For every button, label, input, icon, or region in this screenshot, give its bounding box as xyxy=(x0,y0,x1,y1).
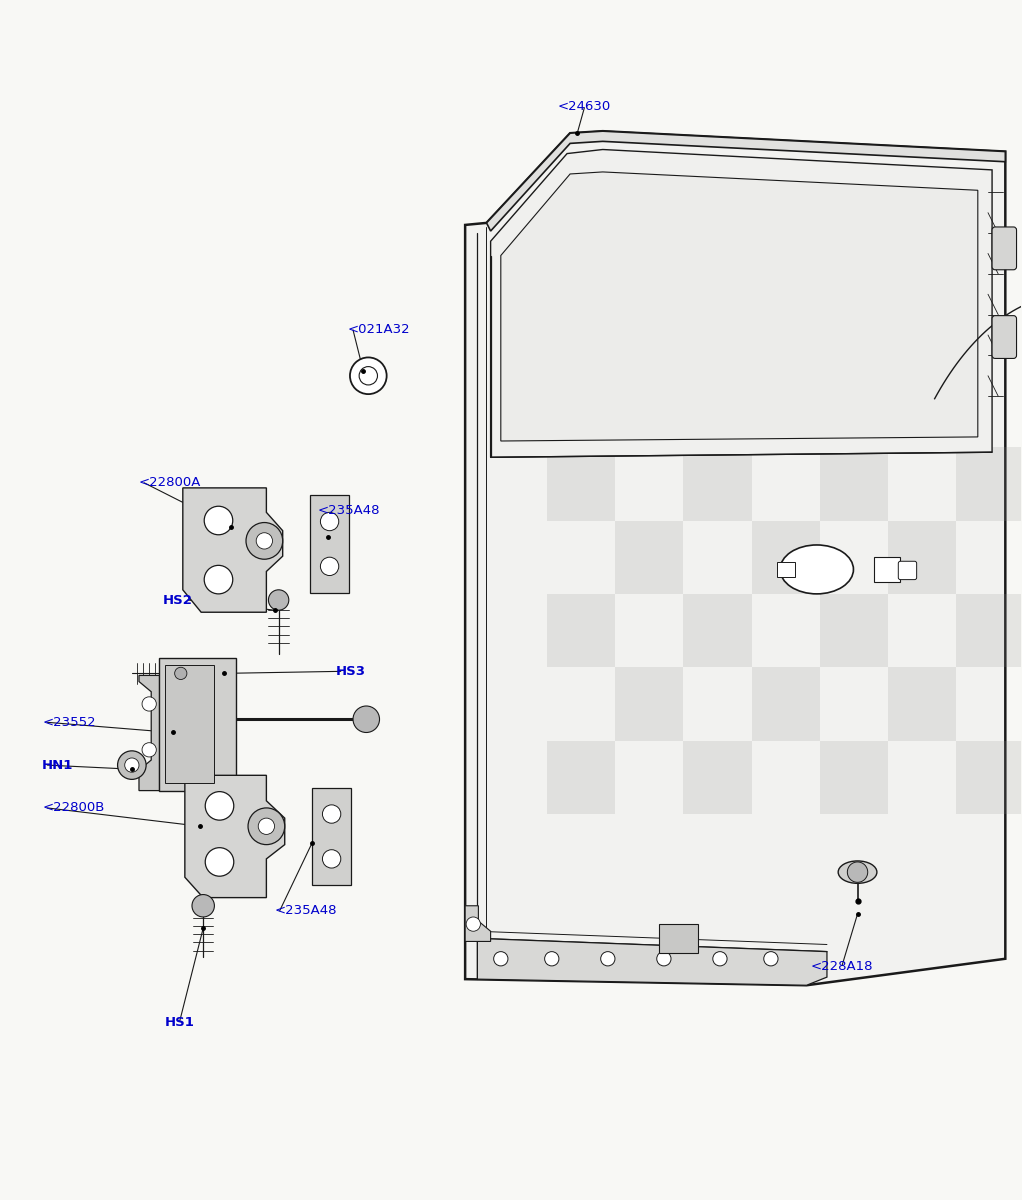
Bar xyxy=(684,448,751,521)
Circle shape xyxy=(350,358,386,394)
Circle shape xyxy=(353,706,379,732)
Text: <22800A: <22800A xyxy=(139,476,201,490)
FancyBboxPatch shape xyxy=(874,557,900,582)
Text: <23552: <23552 xyxy=(42,716,96,728)
Circle shape xyxy=(192,894,215,917)
Text: <24630: <24630 xyxy=(558,100,611,113)
FancyBboxPatch shape xyxy=(898,562,917,580)
Bar xyxy=(957,740,1022,814)
Circle shape xyxy=(248,808,285,845)
Bar xyxy=(957,448,1022,521)
Circle shape xyxy=(205,792,234,820)
Bar xyxy=(547,448,615,521)
Text: scuderia: scuderia xyxy=(575,536,895,602)
Polygon shape xyxy=(477,938,827,985)
Circle shape xyxy=(204,506,233,535)
Bar xyxy=(684,740,751,814)
Text: <228A18: <228A18 xyxy=(811,960,874,973)
Bar xyxy=(888,667,957,740)
FancyBboxPatch shape xyxy=(166,665,215,784)
Circle shape xyxy=(259,818,275,834)
Circle shape xyxy=(125,758,139,773)
FancyBboxPatch shape xyxy=(992,316,1017,359)
Bar xyxy=(547,740,615,814)
Circle shape xyxy=(142,697,156,712)
Polygon shape xyxy=(311,496,349,593)
FancyBboxPatch shape xyxy=(659,924,698,953)
Polygon shape xyxy=(313,787,351,886)
Circle shape xyxy=(763,952,778,966)
FancyBboxPatch shape xyxy=(992,227,1017,270)
Circle shape xyxy=(712,952,727,966)
Text: <021A32: <021A32 xyxy=(347,324,411,336)
Circle shape xyxy=(545,952,559,966)
Text: HS3: HS3 xyxy=(335,665,366,678)
Circle shape xyxy=(323,850,340,868)
Text: HS2: HS2 xyxy=(164,594,193,606)
Circle shape xyxy=(246,522,283,559)
Text: <235A48: <235A48 xyxy=(275,905,337,917)
Text: <235A48: <235A48 xyxy=(318,504,380,517)
Text: HS1: HS1 xyxy=(165,1016,194,1028)
Text: car  parts: car parts xyxy=(653,620,818,652)
Circle shape xyxy=(359,366,377,385)
Circle shape xyxy=(601,952,615,966)
Bar xyxy=(684,594,751,667)
Circle shape xyxy=(466,917,480,931)
Bar xyxy=(751,521,820,594)
Polygon shape xyxy=(465,131,1006,985)
Polygon shape xyxy=(139,676,159,791)
Circle shape xyxy=(142,743,156,757)
Text: HN1: HN1 xyxy=(42,758,74,772)
Polygon shape xyxy=(185,775,285,898)
Circle shape xyxy=(269,590,289,610)
Bar xyxy=(820,594,888,667)
Bar xyxy=(888,521,957,594)
Circle shape xyxy=(205,847,234,876)
Circle shape xyxy=(175,667,187,679)
Circle shape xyxy=(118,751,146,779)
Circle shape xyxy=(321,512,338,530)
FancyBboxPatch shape xyxy=(159,658,236,791)
Polygon shape xyxy=(486,131,1006,232)
Polygon shape xyxy=(491,150,992,457)
Polygon shape xyxy=(183,488,283,612)
Bar xyxy=(547,594,615,667)
Circle shape xyxy=(257,533,273,550)
Text: <22800B: <22800B xyxy=(42,802,104,815)
Bar xyxy=(615,667,684,740)
Ellipse shape xyxy=(838,860,877,883)
Bar xyxy=(820,448,888,521)
Circle shape xyxy=(204,565,233,594)
Circle shape xyxy=(657,952,671,966)
FancyBboxPatch shape xyxy=(777,563,795,576)
Circle shape xyxy=(323,805,340,823)
Bar xyxy=(820,740,888,814)
Circle shape xyxy=(321,557,338,576)
Bar xyxy=(751,667,820,740)
Bar xyxy=(957,594,1022,667)
Circle shape xyxy=(847,862,868,882)
Bar xyxy=(615,521,684,594)
Circle shape xyxy=(494,952,508,966)
Ellipse shape xyxy=(780,545,853,594)
Polygon shape xyxy=(501,172,978,442)
Polygon shape xyxy=(465,906,491,942)
